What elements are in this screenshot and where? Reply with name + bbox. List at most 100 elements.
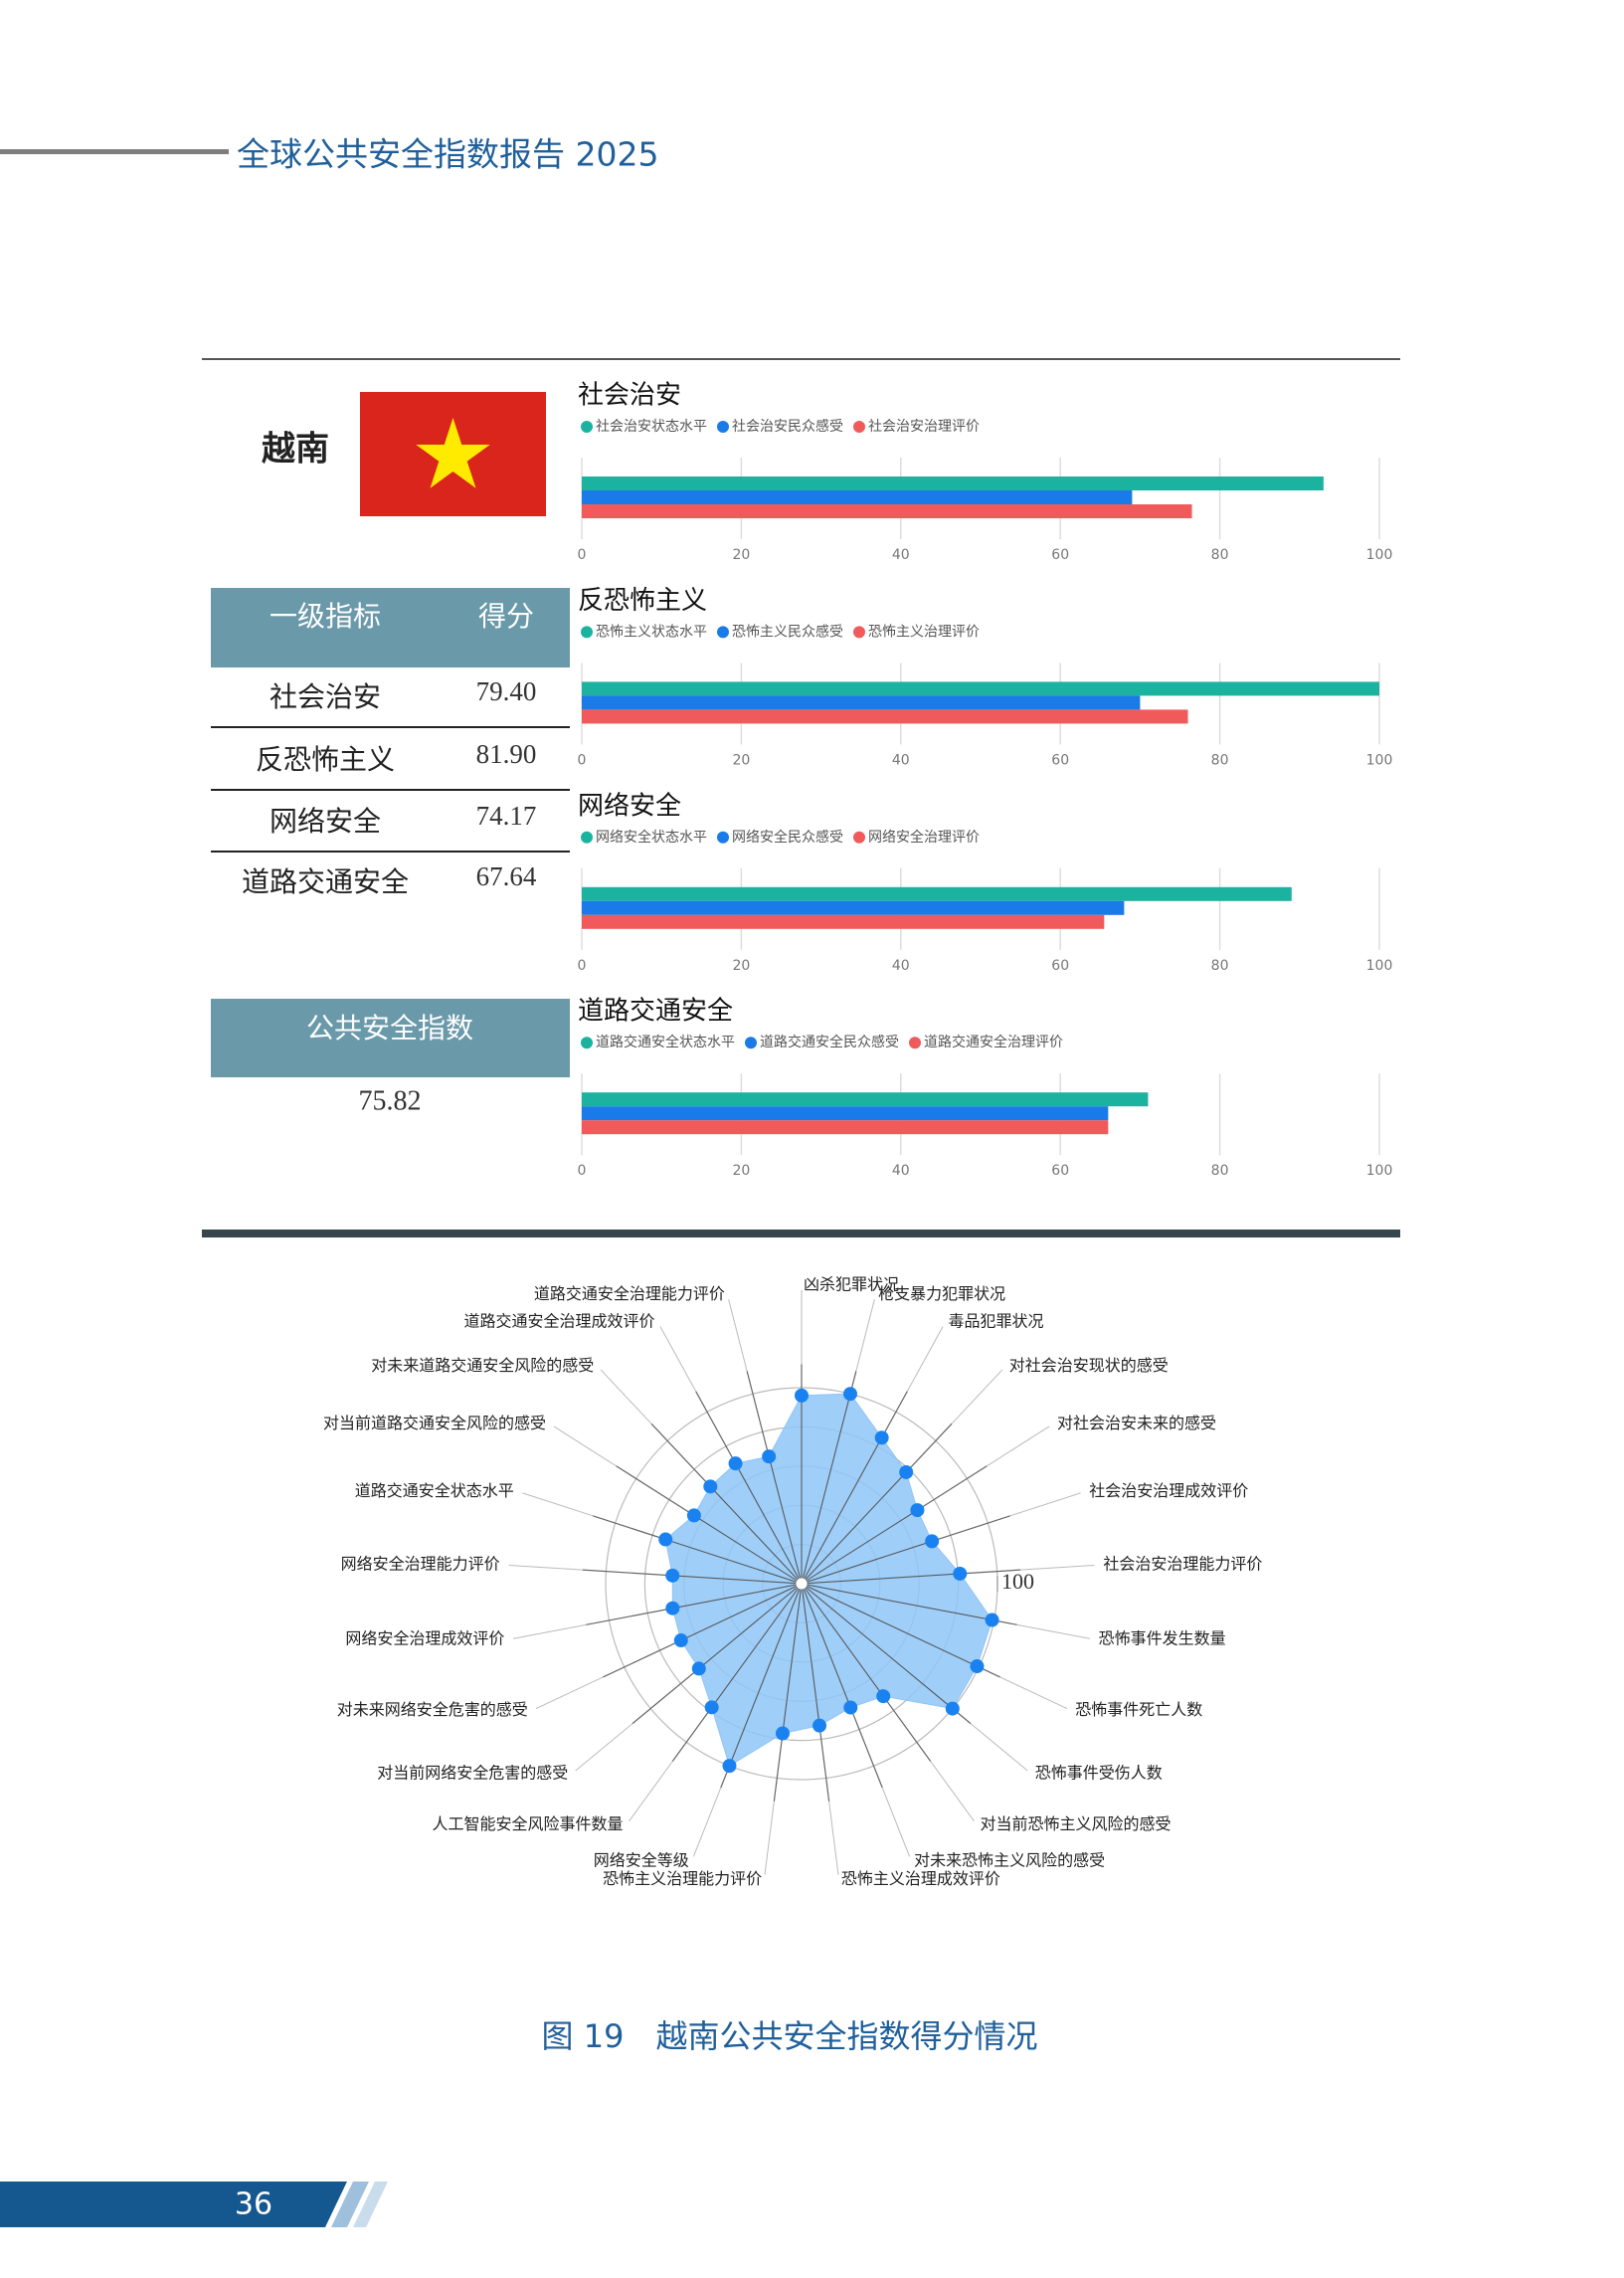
radar-spoke-over xyxy=(801,1540,933,1585)
legend-label: 社会治安状态水平 xyxy=(596,419,707,435)
bar xyxy=(582,900,1125,915)
legend-swatch xyxy=(853,831,865,844)
table-cell: 社会治安 xyxy=(270,680,381,713)
x-tick-label: 40 xyxy=(892,752,910,768)
radar-spoke-over xyxy=(672,1583,803,1610)
chart-title: 社会治安 xyxy=(578,381,681,411)
radar-spoke-over xyxy=(672,1575,803,1585)
radar-point xyxy=(970,1659,985,1674)
x-tick-label: 60 xyxy=(1051,752,1069,768)
table-cell: 道路交通安全 xyxy=(242,865,409,898)
radar-spoke-over xyxy=(801,1583,820,1726)
bar xyxy=(582,1092,1149,1107)
legend-label: 恐怖主义民众感受 xyxy=(732,623,843,640)
legend-swatch xyxy=(717,626,729,639)
radar-axis-label: 对未来道路交通安全风险的感受 xyxy=(371,1356,594,1375)
section-rule xyxy=(202,1230,1400,1237)
legend-swatch xyxy=(581,626,593,639)
x-tick-label: 100 xyxy=(1366,1163,1393,1179)
radar-spoke-over xyxy=(709,1486,803,1585)
radar-axis-label: 凶杀犯罪状况 xyxy=(804,1275,899,1294)
legend-swatch xyxy=(717,831,729,844)
leader-line xyxy=(828,1801,839,1875)
table-cell: 网络安全 xyxy=(270,805,381,838)
radar-spoke-over xyxy=(801,1583,992,1621)
legend-swatch xyxy=(581,421,593,433)
x-tick-label: 40 xyxy=(892,958,910,974)
x-tick-label: 0 xyxy=(578,547,587,563)
leader-line xyxy=(881,1787,911,1857)
radar-axis-label: 网络安全治理成效评价 xyxy=(345,1629,504,1648)
legend-label: 恐怖主义治理评价 xyxy=(868,623,980,640)
x-tick-label: 0 xyxy=(578,1163,587,1179)
x-tick-label: 20 xyxy=(732,752,750,768)
x-tick-label: 40 xyxy=(892,1163,910,1179)
chart-title: 道路交通安全 xyxy=(578,997,733,1027)
radar-point xyxy=(658,1532,673,1547)
table-cell: 67.64 xyxy=(476,861,537,891)
x-tick-label: 60 xyxy=(1051,547,1069,563)
legend-label: 道路交通安全民众感受 xyxy=(760,1034,899,1050)
radar-axis-label: 对未来网络安全危害的感受 xyxy=(337,1700,528,1719)
radar-point xyxy=(812,1718,827,1733)
table-cell: 81.90 xyxy=(476,739,537,769)
radar-spoke-over xyxy=(801,1583,954,1709)
radar-spoke-over xyxy=(801,1437,883,1585)
leader-line xyxy=(728,1299,748,1372)
leader-line xyxy=(553,1425,617,1467)
x-tick-label: 80 xyxy=(1211,958,1229,974)
x-tick-label: 40 xyxy=(892,547,910,563)
radar-point xyxy=(691,1661,706,1676)
country-name: 越南 xyxy=(262,430,329,470)
leader-line xyxy=(629,1761,673,1821)
radar-spoke-over xyxy=(735,1462,803,1585)
radar-axis-label: 对社会治安未来的感受 xyxy=(1057,1414,1216,1432)
bar xyxy=(582,490,1133,504)
legend-swatch xyxy=(717,421,729,433)
radar-point xyxy=(795,1388,809,1403)
leader-line xyxy=(1009,1492,1081,1517)
radar-spoke-over xyxy=(665,1539,803,1585)
radar-point xyxy=(843,1700,858,1715)
header-title: 全球公共安全指数报告 2025 xyxy=(237,135,658,174)
radar-point xyxy=(910,1503,925,1518)
radar-axis-label: 恐怖事件死亡人数 xyxy=(1075,1700,1202,1719)
leader-line xyxy=(764,1801,775,1875)
leader-line xyxy=(600,1369,652,1424)
leader-line xyxy=(575,1723,633,1772)
legend-label: 网络安全民众感受 xyxy=(732,829,843,846)
flag-star xyxy=(416,418,490,488)
bar xyxy=(582,914,1105,929)
radar-axis-label: 网络安全治理能力评价 xyxy=(341,1555,500,1574)
radar-spoke-over xyxy=(801,1573,961,1585)
x-tick-label: 20 xyxy=(732,547,750,563)
radar-axis-label: 道路交通安全治理成效评价 xyxy=(463,1312,654,1331)
radar-point xyxy=(673,1633,688,1648)
leader-line xyxy=(535,1676,604,1710)
chart-title: 网络安全 xyxy=(578,791,681,821)
leader-line xyxy=(906,1326,944,1392)
radar-axis-label: 网络安全等级 xyxy=(594,1850,689,1869)
radar-axis-label: 对社会治安现状的感受 xyxy=(1009,1356,1169,1375)
x-tick-label: 20 xyxy=(732,1163,750,1179)
radar-spoke-over xyxy=(801,1583,978,1667)
leader-line xyxy=(999,1676,1068,1710)
bar xyxy=(582,504,1192,518)
x-tick-label: 100 xyxy=(1366,958,1393,974)
bar xyxy=(582,886,1292,901)
radar-point xyxy=(665,1601,680,1615)
radar-spoke-over xyxy=(801,1394,851,1585)
legend-label: 社会治安治理评价 xyxy=(868,419,980,435)
radar-point xyxy=(762,1449,777,1464)
leader-line xyxy=(659,1326,697,1392)
bar xyxy=(582,1120,1109,1135)
radar-spoke-over xyxy=(711,1583,803,1708)
radar-axis-label: 对未来恐怖主义风险的感受 xyxy=(914,1850,1105,1869)
radar-axis-label: 人工智能安全风险事件数量 xyxy=(432,1814,623,1833)
legend-label: 社会治安民众感受 xyxy=(732,418,843,435)
radar-point xyxy=(925,1534,940,1549)
radar-point xyxy=(665,1568,680,1583)
radar-axis-label: 社会治安治理能力评价 xyxy=(1103,1555,1262,1574)
